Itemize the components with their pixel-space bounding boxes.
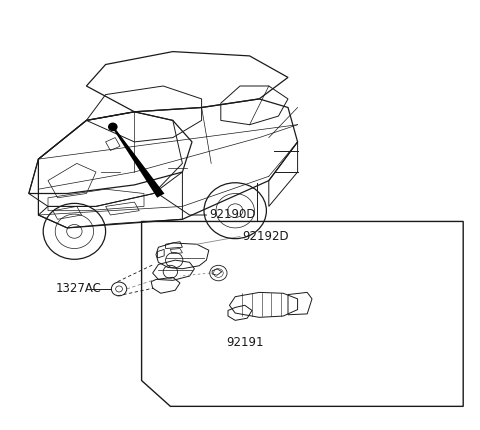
Circle shape: [108, 123, 118, 131]
Polygon shape: [112, 126, 165, 198]
Text: 92191: 92191: [226, 336, 264, 349]
Text: 92190D: 92190D: [209, 209, 255, 221]
Text: 1327AC: 1327AC: [55, 283, 101, 295]
Text: 92192D: 92192D: [242, 230, 289, 243]
